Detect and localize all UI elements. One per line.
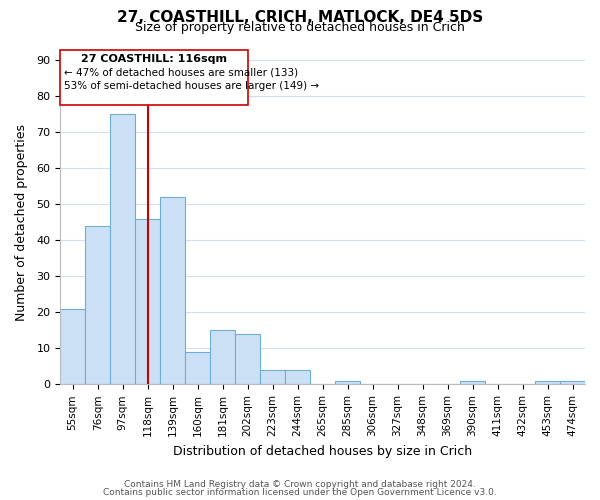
Bar [60, 50, 248, 106]
Text: Contains HM Land Registry data © Crown copyright and database right 2024.: Contains HM Land Registry data © Crown c… [124, 480, 476, 489]
Bar [85, 226, 110, 384]
Bar [560, 380, 585, 384]
Bar [260, 370, 285, 384]
Text: 27 COASTHILL: 116sqm: 27 COASTHILL: 116sqm [81, 54, 227, 64]
Text: 53% of semi-detached houses are larger (149) →: 53% of semi-detached houses are larger (… [64, 80, 319, 90]
Bar [185, 352, 210, 384]
Bar [160, 197, 185, 384]
Bar [135, 218, 160, 384]
Text: 27, COASTHILL, CRICH, MATLOCK, DE4 5DS: 27, COASTHILL, CRICH, MATLOCK, DE4 5DS [117, 10, 483, 25]
Text: ← 47% of detached houses are smaller (133): ← 47% of detached houses are smaller (13… [64, 68, 298, 78]
Bar [110, 114, 135, 384]
Text: Contains public sector information licensed under the Open Government Licence v3: Contains public sector information licen… [103, 488, 497, 497]
Bar [60, 308, 85, 384]
Bar [460, 380, 485, 384]
Text: Size of property relative to detached houses in Crich: Size of property relative to detached ho… [135, 21, 465, 34]
Y-axis label: Number of detached properties: Number of detached properties [15, 124, 28, 321]
X-axis label: Distribution of detached houses by size in Crich: Distribution of detached houses by size … [173, 444, 472, 458]
Bar [335, 380, 360, 384]
Bar [535, 380, 560, 384]
Bar [285, 370, 310, 384]
Bar [235, 334, 260, 384]
Bar [210, 330, 235, 384]
